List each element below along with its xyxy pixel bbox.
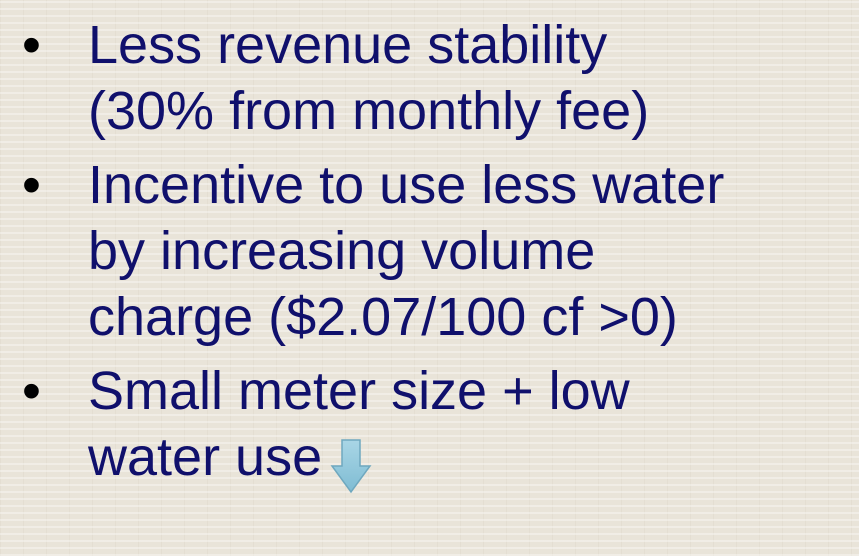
text-run: Less revenue stability — [88, 15, 608, 75]
bullet-list: • Less revenue stability (30% from monthly… — [0, 12, 859, 502]
bullet-text: (30% from monthly fee) — [88, 78, 859, 144]
bullet-dot: • — [22, 155, 41, 215]
down-arrow-icon — [330, 438, 372, 494]
bullet-text: Small meter size + low — [88, 358, 859, 424]
text-run: water use — [88, 427, 323, 487]
text-run: Small meter size + low — [88, 361, 630, 421]
bullet-text: Incentive to use less water — [88, 152, 859, 218]
bullet-text: by increasing volume — [88, 218, 859, 284]
text-run: by increasing volume — [88, 221, 596, 281]
bullet-dot: • — [22, 361, 41, 421]
bullet-text: water use — [88, 424, 859, 494]
text-run: Incentive to use less water — [88, 155, 725, 215]
bullet-item: • Incentive to use less water by increasin… — [0, 152, 859, 350]
bullet-item: • Small meter size + low water use — [0, 358, 859, 494]
bullet-item: • Less revenue stability (30% from monthly… — [0, 12, 859, 144]
bullet-text: Less revenue stability — [88, 12, 859, 78]
text-run: (30% from monthly fee) — [88, 81, 650, 141]
text-run: charge ($2.07/100 cf >0) — [88, 287, 678, 347]
bullet-dot: • — [22, 15, 41, 75]
bullet-text: charge ($2.07/100 cf >0) — [88, 284, 859, 350]
